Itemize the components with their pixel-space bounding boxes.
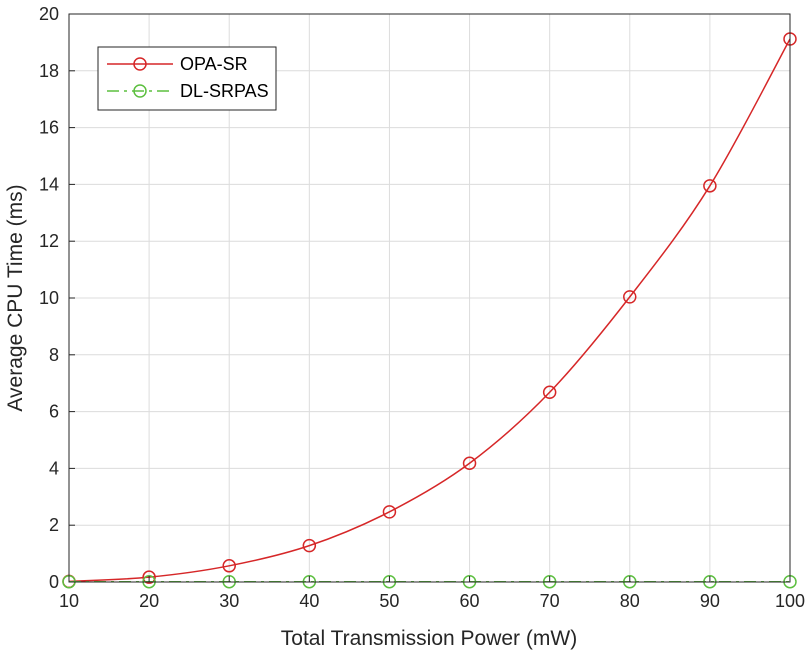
y-tick-label: 12 bbox=[39, 231, 59, 251]
data-point bbox=[142, 570, 156, 584]
legend-marker bbox=[133, 57, 147, 71]
x-tick-label: 30 bbox=[219, 591, 239, 611]
legend-marker bbox=[133, 84, 147, 98]
legend-item: DL-SRPAS bbox=[107, 81, 269, 101]
x-tick-label: 50 bbox=[379, 591, 399, 611]
tick-labels: 10 20 30 40 50 60 70 80 90 100 0 2 4 6 8 10 12 14 16 18 20 bbox=[39, 4, 805, 611]
y-axis-title: Average CPU Time (ms) bbox=[4, 184, 27, 411]
y-tick-label: 20 bbox=[39, 4, 59, 24]
data-point bbox=[703, 179, 717, 193]
y-tick-label: 4 bbox=[49, 458, 59, 478]
y-tick-label: 14 bbox=[39, 174, 59, 194]
legend-label: OPA-SR bbox=[180, 54, 248, 74]
legend-item: OPA-SR bbox=[107, 54, 248, 74]
x-tick-label: 80 bbox=[620, 591, 640, 611]
data-point bbox=[302, 538, 317, 553]
data-point bbox=[382, 505, 397, 519]
y-tick-label: 6 bbox=[49, 402, 59, 422]
data-point bbox=[222, 559, 236, 573]
legend: OPA-SR DL-SRPAS bbox=[97, 46, 277, 111]
legend-label: DL-SRPAS bbox=[180, 81, 269, 101]
x-tick-label: 20 bbox=[139, 591, 159, 611]
y-tick-label: 2 bbox=[49, 515, 59, 535]
data-point bbox=[462, 456, 477, 471]
x-tick-label: 10 bbox=[59, 591, 79, 611]
y-tick-label: 18 bbox=[39, 61, 59, 81]
x-tick-label: 90 bbox=[700, 591, 720, 611]
data-point bbox=[542, 385, 557, 400]
x-tick-label: 100 bbox=[775, 591, 805, 611]
series-line bbox=[68, 38, 791, 583]
y-tick-label: 16 bbox=[39, 118, 59, 138]
x-tick-label: 70 bbox=[540, 591, 560, 611]
x-tick-label: 40 bbox=[299, 591, 319, 611]
legend-box bbox=[97, 46, 277, 111]
x-tick-label: 60 bbox=[460, 591, 480, 611]
y-tick-label: 0 bbox=[49, 572, 59, 592]
y-tick-label: 10 bbox=[39, 288, 59, 308]
x-axis-title: Total Transmission Power (mW) bbox=[281, 627, 577, 650]
data-point bbox=[623, 290, 637, 304]
y-tick-label: 8 bbox=[49, 345, 59, 365]
